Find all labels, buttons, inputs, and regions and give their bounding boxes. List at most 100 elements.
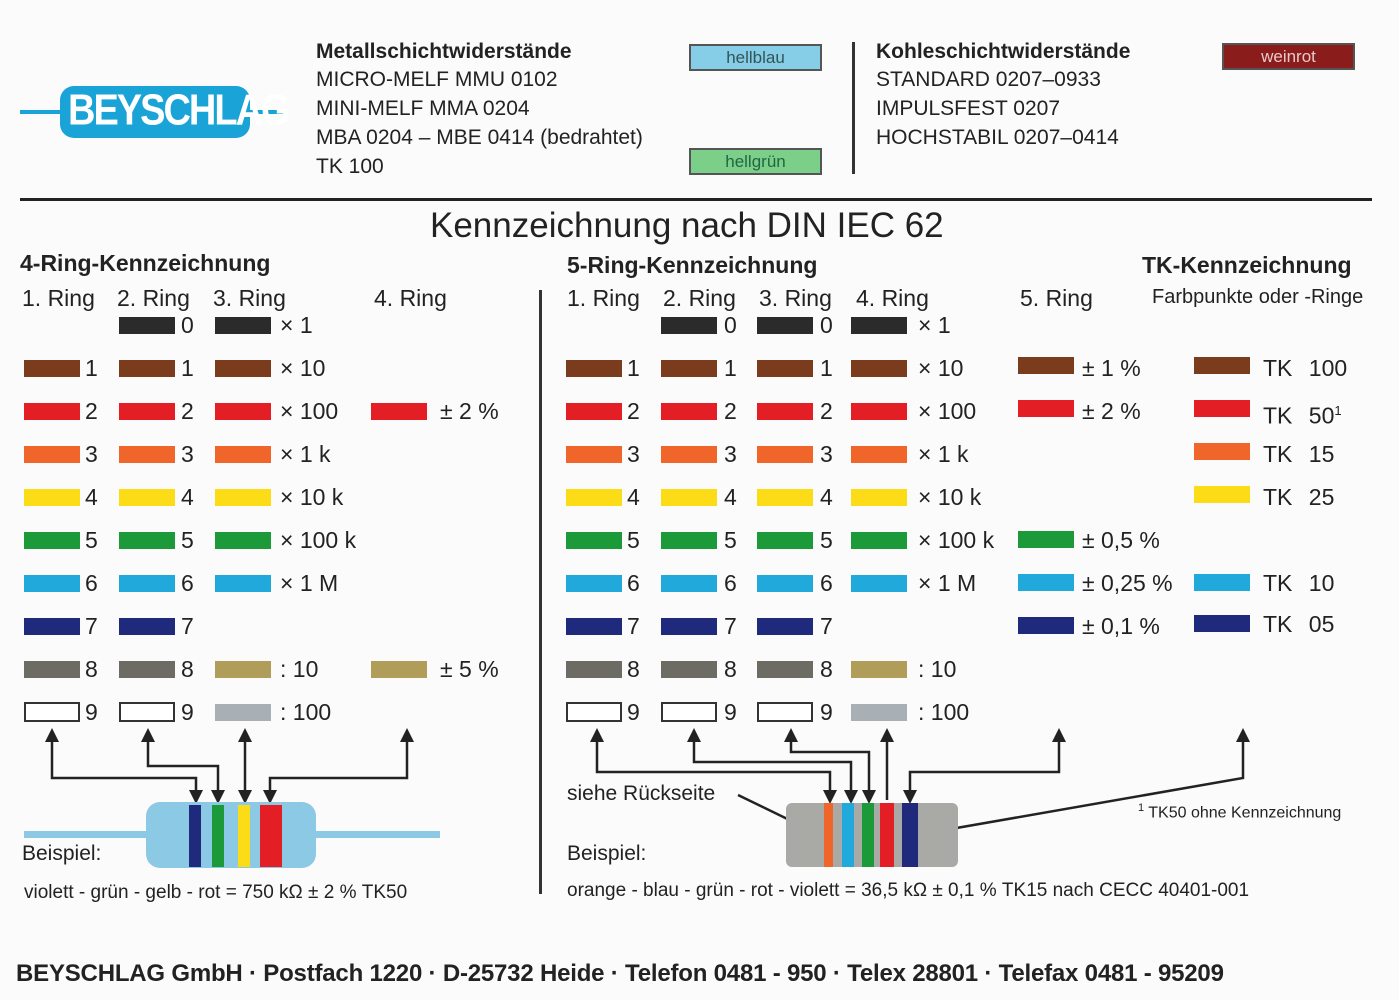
swatch-yellow (24, 489, 80, 506)
swatch-orange (757, 446, 813, 463)
multiplier-label: × 100 (280, 398, 339, 424)
digit-label: 1 (724, 355, 737, 381)
swatch-brown (215, 360, 271, 377)
tk-label: TK 100 (1263, 355, 1348, 381)
swatch-black (119, 317, 175, 334)
digit-label: 9 (85, 699, 98, 725)
digit-label: 3 (627, 441, 640, 467)
band-green (862, 803, 874, 867)
tk-label: TK 10 (1263, 570, 1335, 596)
digit-label: 7 (627, 613, 640, 639)
swatch-violet (661, 618, 717, 635)
multiplier-label: × 1 M (280, 570, 339, 596)
swatch-orange (215, 446, 271, 463)
digit-label: 4 (85, 484, 98, 510)
digit-label: 6 (85, 570, 98, 596)
swatch-brown (661, 360, 717, 377)
swatch-green (566, 532, 622, 549)
swatch-yellow (119, 489, 175, 506)
multiplier-label: : 100 (280, 699, 332, 725)
multiplier-label: : 10 (280, 656, 319, 682)
swatch-green (24, 532, 80, 549)
four-ring-arrows (45, 728, 414, 804)
swatch-red (757, 403, 813, 420)
digit-label: 7 (181, 613, 194, 639)
swatch-blue (1018, 574, 1074, 591)
metall-line-1: MICRO-MELF MMU 0102 (316, 68, 558, 91)
multiplier-label: × 1 M (918, 570, 977, 596)
band-orange (824, 803, 833, 867)
swatch-brown (1018, 357, 1074, 374)
swatch-violet (1194, 615, 1250, 632)
swatch-black (757, 317, 813, 334)
swatch-grey (24, 661, 80, 678)
tag-hellgruen: hellgrün (689, 148, 822, 175)
digit-label: 6 (627, 570, 640, 596)
swatch-violet (757, 618, 813, 635)
kohle-title: Kohleschichtwiderstände (876, 40, 1131, 63)
swatch-orange (661, 446, 717, 463)
swatch-green (215, 532, 271, 549)
multiplier-label: : 100 (918, 699, 970, 725)
swatch-yellow (1194, 486, 1250, 503)
swatch-red (566, 403, 622, 420)
swatch-silver (851, 704, 907, 721)
tk-label: TK 501 (1263, 399, 1342, 428)
four-ring-example-text: violett - grün - gelb - rot = 750 kΩ ± 2… (24, 882, 408, 903)
swatch-yellow (851, 489, 907, 506)
tolerance-label: ± 2 % (1082, 398, 1141, 424)
multiplier-label: : 10 (918, 656, 957, 682)
digit-label: 6 (724, 570, 737, 596)
five-ring-col-4: 4. Ring (856, 285, 929, 311)
swatch-grey (661, 661, 717, 678)
kohle-line-1: STANDARD 0207–0933 (876, 68, 1101, 91)
tk-label: TK 25 (1263, 484, 1335, 510)
digit-label: 2 (181, 398, 194, 424)
band-red (880, 803, 894, 867)
swatch-silver (215, 704, 271, 721)
four-ring-col-4: 4. Ring (374, 285, 447, 311)
multiplier-label: × 10 (918, 355, 964, 381)
swatch-brown (1194, 357, 1250, 374)
metall-title: Metallschichtwiderstände (316, 40, 572, 63)
four-ring-col-2: 2. Ring (117, 285, 190, 311)
digit-label: 3 (85, 441, 98, 467)
digit-label: 8 (85, 656, 98, 682)
section-divider (539, 290, 542, 894)
swatch-blue (24, 575, 80, 592)
swatch-green (1018, 531, 1074, 548)
multiplier-label: × 1 (280, 312, 313, 338)
multiplier-label: × 1 (918, 312, 951, 338)
swatch-red (1018, 400, 1074, 417)
digit-label: 5 (627, 527, 640, 553)
swatch-yellow (566, 489, 622, 506)
tag-weinrot: weinrot (1222, 43, 1355, 70)
swatch-blue (119, 575, 175, 592)
swatch-red (371, 403, 427, 420)
tolerance-label: ± 0,25 % (1082, 570, 1173, 596)
swatch-white (757, 702, 813, 722)
swatch-yellow (757, 489, 813, 506)
swatch-white (661, 702, 717, 722)
logo-text: BEYSCHLAG (68, 86, 291, 136)
digit-label: 7 (724, 613, 737, 639)
resistor-body (146, 802, 316, 868)
footnote-mark: 1 (1334, 403, 1342, 418)
swatch-orange (24, 446, 80, 463)
digit-label: 0 (724, 312, 737, 338)
swatch-gold (215, 661, 271, 678)
multiplier-label: × 10 k (918, 484, 982, 510)
metall-line-2: MINI-MELF MMA 0204 (316, 97, 530, 120)
swatch-grey (566, 661, 622, 678)
digit-label: 0 (181, 312, 194, 338)
swatch-blue (215, 575, 271, 592)
five-ring-col-2: 2. Ring (663, 285, 736, 311)
swatch-orange (1194, 443, 1250, 460)
digit-label: 5 (724, 527, 737, 553)
swatch-red (661, 403, 717, 420)
swatch-blue (1194, 574, 1250, 591)
five-ring-example-label: Beispiel: (567, 842, 647, 865)
tag-hellblau: hellblau (689, 44, 822, 71)
digit-label: 4 (181, 484, 194, 510)
digit-label: 1 (820, 355, 833, 381)
